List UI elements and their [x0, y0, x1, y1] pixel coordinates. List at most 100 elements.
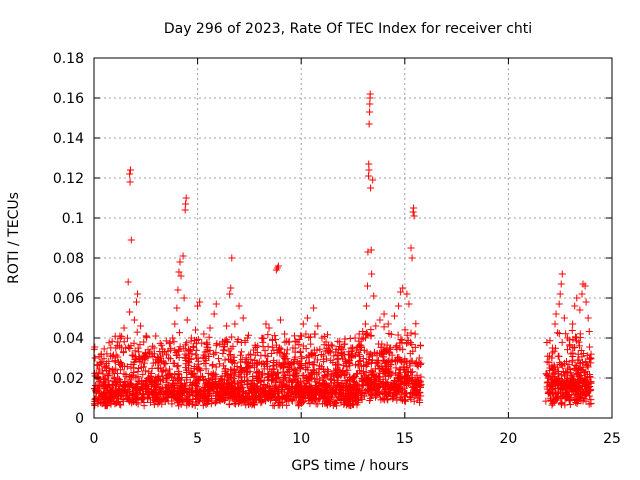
data-point — [397, 288, 405, 296]
data-point — [407, 244, 415, 252]
data-point — [142, 376, 150, 384]
y-tick-label: 0.04 — [53, 331, 84, 347]
data-point — [189, 392, 197, 400]
data-point — [543, 379, 551, 387]
plot-frame — [93, 57, 613, 419]
data-point — [126, 170, 134, 178]
data-point — [415, 354, 423, 362]
data-point — [132, 298, 140, 306]
data-point — [304, 386, 312, 394]
data-point — [237, 348, 245, 356]
data-point — [103, 350, 111, 358]
data-point — [122, 371, 130, 379]
data-point — [254, 342, 262, 350]
data-point — [276, 316, 284, 324]
data-point — [359, 355, 367, 363]
data-point — [400, 365, 408, 373]
data-point — [235, 398, 243, 406]
data-point — [344, 350, 352, 358]
data-point — [106, 393, 114, 401]
data-point — [200, 330, 208, 338]
data-point — [100, 374, 108, 382]
data-point — [225, 347, 233, 355]
data-point — [162, 367, 170, 375]
data-point — [416, 396, 424, 404]
data-point — [415, 376, 423, 384]
data-point — [213, 340, 221, 348]
data-point — [583, 362, 591, 370]
data-point — [180, 294, 188, 302]
data-point — [172, 348, 180, 356]
data-point — [140, 398, 148, 406]
data-point — [192, 346, 200, 354]
data-point — [107, 352, 115, 360]
data-point — [199, 353, 207, 361]
data-point — [112, 351, 120, 359]
data-point — [184, 398, 192, 406]
data-point — [571, 383, 579, 391]
data-point — [171, 320, 179, 328]
data-point — [574, 356, 582, 364]
data-point — [393, 355, 401, 363]
data-point — [292, 370, 300, 378]
data-point — [345, 376, 353, 384]
data-point — [344, 366, 352, 374]
y-tick-label: 0.18 — [53, 51, 84, 67]
data-point — [357, 362, 365, 370]
data-point — [330, 397, 338, 405]
data-point — [130, 368, 138, 376]
data-point — [228, 254, 236, 262]
data-point — [375, 365, 383, 373]
data-point — [182, 194, 190, 202]
data-point — [126, 372, 134, 380]
data-point — [147, 379, 155, 387]
data-point — [91, 369, 99, 377]
data-point — [187, 355, 195, 363]
data-point — [391, 390, 399, 398]
data-point — [577, 347, 585, 355]
data-point — [139, 383, 147, 391]
data-point — [367, 331, 375, 339]
data-point — [124, 385, 132, 393]
data-point — [231, 359, 239, 367]
data-point — [207, 390, 215, 398]
x-tick-label: 20 — [499, 431, 517, 447]
data-point — [328, 388, 336, 396]
data-point — [298, 388, 306, 396]
data-point — [585, 386, 593, 394]
data-point — [365, 166, 373, 174]
data-point — [212, 349, 220, 357]
data-point — [379, 375, 387, 383]
data-point — [158, 368, 166, 376]
data-point — [258, 369, 266, 377]
data-point — [136, 357, 144, 365]
data-point — [380, 310, 388, 318]
data-point — [294, 381, 302, 389]
data-point — [138, 377, 146, 385]
data-point — [295, 382, 303, 390]
data-point — [128, 351, 136, 359]
data-point — [293, 338, 301, 346]
data-point — [410, 383, 418, 391]
data-point — [582, 397, 590, 405]
data-point — [572, 334, 580, 342]
data-point — [317, 351, 325, 359]
data-point — [366, 381, 374, 389]
data-point — [554, 329, 562, 337]
data-point — [552, 310, 560, 318]
data-point — [550, 361, 558, 369]
data-point — [142, 332, 150, 340]
data-point — [198, 339, 206, 347]
data-point — [276, 348, 284, 356]
data-point — [566, 342, 574, 350]
data-point — [321, 372, 329, 380]
data-point — [137, 363, 145, 371]
data-point — [259, 338, 267, 346]
data-point — [562, 330, 570, 338]
data-point — [320, 355, 328, 363]
data-point — [333, 381, 341, 389]
data-point — [259, 385, 267, 393]
data-point — [296, 363, 304, 371]
data-point — [291, 332, 299, 340]
data-point — [587, 379, 595, 387]
